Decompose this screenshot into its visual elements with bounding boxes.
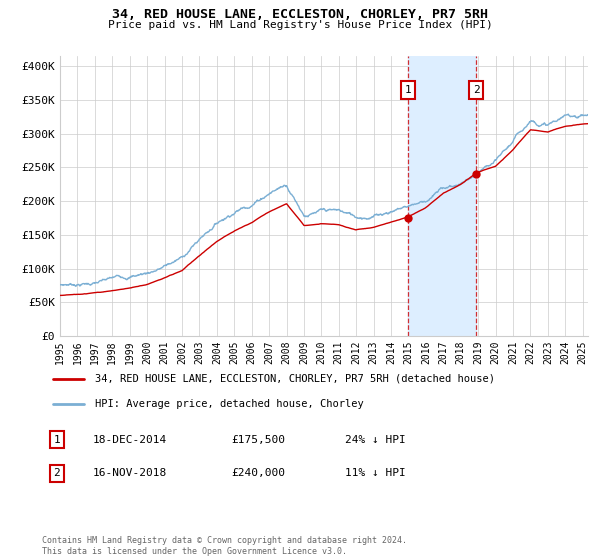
Text: 34, RED HOUSE LANE, ECCLESTON, CHORLEY, PR7 5RH: 34, RED HOUSE LANE, ECCLESTON, CHORLEY, … bbox=[112, 8, 488, 21]
Text: 1: 1 bbox=[404, 85, 411, 95]
Text: HPI: Average price, detached house, Chorley: HPI: Average price, detached house, Chor… bbox=[95, 399, 364, 409]
Text: 2: 2 bbox=[53, 468, 61, 478]
Text: Price paid vs. HM Land Registry's House Price Index (HPI): Price paid vs. HM Land Registry's House … bbox=[107, 20, 493, 30]
Text: 2: 2 bbox=[473, 85, 479, 95]
Text: Contains HM Land Registry data © Crown copyright and database right 2024.
This d: Contains HM Land Registry data © Crown c… bbox=[42, 536, 407, 556]
Text: 11% ↓ HPI: 11% ↓ HPI bbox=[345, 468, 406, 478]
Text: 34, RED HOUSE LANE, ECCLESTON, CHORLEY, PR7 5RH (detached house): 34, RED HOUSE LANE, ECCLESTON, CHORLEY, … bbox=[95, 374, 495, 384]
Text: £240,000: £240,000 bbox=[231, 468, 285, 478]
Text: 24% ↓ HPI: 24% ↓ HPI bbox=[345, 435, 406, 445]
Bar bbox=[408, 56, 476, 336]
Text: 16-NOV-2018: 16-NOV-2018 bbox=[93, 468, 167, 478]
Text: 18-DEC-2014: 18-DEC-2014 bbox=[93, 435, 167, 445]
Text: 1: 1 bbox=[53, 435, 61, 445]
Text: £175,500: £175,500 bbox=[231, 435, 285, 445]
